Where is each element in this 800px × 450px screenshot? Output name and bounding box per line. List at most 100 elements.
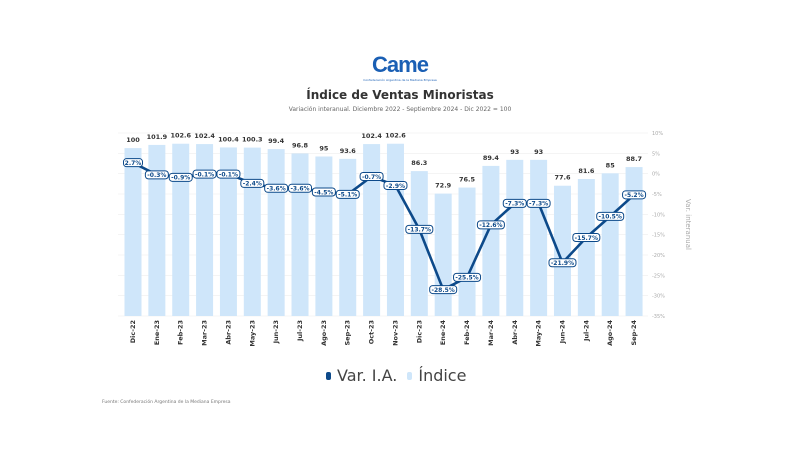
line-label-box bbox=[526, 198, 551, 208]
bar-value-label: 102.6 bbox=[170, 132, 191, 140]
line-label-box bbox=[622, 190, 647, 200]
line-value-label: -0.7% bbox=[362, 174, 381, 181]
line-label-box bbox=[240, 178, 265, 188]
x-tick-label: Nov-23 bbox=[391, 320, 399, 346]
line-label-box bbox=[405, 224, 434, 234]
line-label-box bbox=[216, 169, 241, 179]
x-tick-label: Sep-24 bbox=[630, 320, 638, 346]
bar-value-label: 72.9 bbox=[435, 182, 452, 190]
bar bbox=[148, 144, 166, 316]
bar bbox=[530, 159, 548, 316]
line-value-label: -0.1% bbox=[195, 171, 214, 178]
line-value-label: -3.6% bbox=[267, 186, 286, 193]
line-value-label: -0.1% bbox=[219, 171, 238, 178]
x-tick-label: Dic-22 bbox=[129, 320, 137, 343]
bar bbox=[124, 148, 142, 316]
line-value-label: -2.4% bbox=[243, 181, 262, 188]
line-value-label: 2.7% bbox=[125, 160, 142, 167]
line-value-label: -21.9% bbox=[551, 260, 574, 267]
bar-value-label: 95 bbox=[319, 145, 329, 153]
right-tick-label: -35% bbox=[652, 314, 665, 320]
x-tick-label: Jul-23 bbox=[296, 320, 304, 342]
bar-value-label: 93 bbox=[534, 148, 543, 156]
bar bbox=[553, 185, 571, 316]
bar bbox=[434, 193, 452, 316]
bar bbox=[196, 144, 214, 316]
chart-subtitle: Variación interanual. Diciembre 2022 - S… bbox=[288, 106, 512, 113]
x-tick-label: Sep-23 bbox=[344, 320, 352, 346]
bar-value-label: 96.8 bbox=[292, 141, 309, 149]
bar bbox=[577, 179, 595, 316]
bar bbox=[506, 159, 524, 316]
x-tick-label: Ago-23 bbox=[320, 320, 328, 346]
bar-value-label: 88.7 bbox=[626, 155, 642, 163]
bar-value-label: 77.6 bbox=[554, 174, 571, 182]
line-value-label: -7.3% bbox=[505, 201, 524, 208]
line-label-box bbox=[335, 189, 360, 199]
line-value-label: -0.9% bbox=[171, 175, 190, 182]
source-note: Fuente: Confederación Argentina de la Me… bbox=[102, 400, 231, 405]
chart-title: Índice de Ventas Minoristas bbox=[306, 88, 494, 102]
bar-value-label: 100 bbox=[126, 136, 140, 144]
x-tick-label: May-24 bbox=[535, 320, 543, 347]
x-tick-label: Feb-23 bbox=[177, 320, 185, 345]
line-label-box bbox=[264, 183, 289, 193]
bar bbox=[458, 187, 476, 316]
line-label-box bbox=[288, 183, 313, 193]
line-label-box bbox=[192, 169, 217, 179]
x-tick-label: Abr-23 bbox=[224, 320, 232, 345]
line-value-label: -13.7% bbox=[408, 227, 431, 234]
line-value-label: -25.5% bbox=[455, 275, 478, 282]
line-value-label: -5.1% bbox=[338, 192, 357, 199]
bar bbox=[363, 144, 381, 316]
line-label-box bbox=[123, 158, 143, 168]
x-tick-label: Jul-24 bbox=[582, 320, 590, 342]
right-tick-label: -30% bbox=[652, 294, 665, 300]
right-tick-label: 5% bbox=[652, 151, 660, 157]
bar bbox=[172, 143, 190, 316]
right-tick-label: -10% bbox=[652, 212, 665, 218]
right-tick-label: -25% bbox=[652, 273, 665, 279]
bar-value-label: 81.6 bbox=[578, 167, 595, 175]
bar bbox=[386, 143, 404, 316]
line-value-label: -28.5% bbox=[432, 287, 455, 294]
legend-label-indice: Índice bbox=[418, 366, 467, 385]
logo-text: Came bbox=[372, 52, 429, 77]
bar bbox=[601, 173, 619, 316]
bar-value-label: 102.6 bbox=[385, 132, 406, 140]
line-value-label: -3.6% bbox=[290, 186, 309, 193]
bar bbox=[315, 156, 333, 316]
right-tick-label: -5% bbox=[652, 192, 662, 198]
line-value-label: -2.9% bbox=[386, 183, 405, 190]
bar bbox=[243, 147, 261, 316]
line-value-label: -12.6% bbox=[479, 222, 502, 229]
legend-label-var: Var. I.A. bbox=[337, 366, 398, 385]
x-tick-label: Jun-23 bbox=[272, 320, 280, 344]
line-label-box bbox=[359, 172, 384, 182]
line-label-box bbox=[168, 172, 193, 182]
x-tick-label: Oct-23 bbox=[368, 320, 376, 344]
x-tick-label: Ago-24 bbox=[606, 320, 614, 346]
line-label-box bbox=[383, 180, 408, 190]
bar-value-label: 93.6 bbox=[340, 147, 357, 155]
bar bbox=[291, 153, 309, 316]
line-label-box bbox=[596, 211, 625, 221]
bar-value-label: 101.9 bbox=[147, 133, 168, 141]
right-tick-label: -20% bbox=[652, 253, 665, 259]
legend-swatch-indice bbox=[407, 371, 413, 380]
line-label-box bbox=[548, 258, 577, 268]
line-label-box bbox=[311, 187, 336, 197]
bar-value-label: 99.4 bbox=[268, 137, 285, 145]
bar-value-label: 86.3 bbox=[411, 159, 427, 167]
line-label-box bbox=[476, 220, 505, 230]
bar-value-label: 93 bbox=[510, 148, 519, 156]
bar bbox=[625, 167, 643, 316]
right-axis-label: Var. interanual bbox=[684, 199, 692, 250]
x-tick-label: Dic-23 bbox=[415, 320, 423, 343]
bar bbox=[410, 171, 428, 316]
line-value-label: -15.7% bbox=[575, 235, 598, 242]
x-tick-label: Mar-23 bbox=[201, 320, 209, 346]
x-tick-label: Feb-24 bbox=[463, 320, 471, 345]
line-label-box bbox=[429, 285, 458, 295]
